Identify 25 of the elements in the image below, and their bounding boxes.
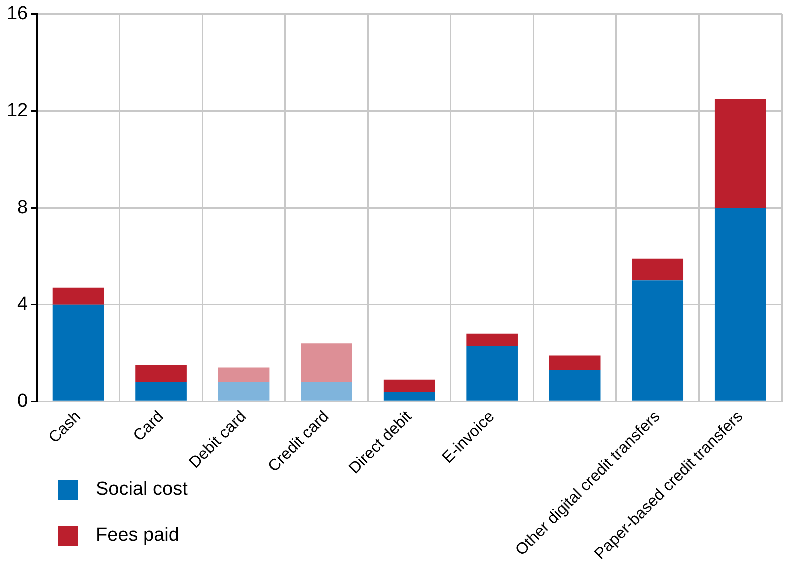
y-tick-label: 16 bbox=[6, 4, 28, 25]
bar bbox=[466, 334, 518, 346]
y-tick-label: 0 bbox=[18, 390, 28, 412]
bar bbox=[301, 382, 352, 401]
bar bbox=[632, 258, 684, 281]
bar bbox=[218, 382, 270, 401]
bar bbox=[384, 392, 436, 401]
bar bbox=[714, 208, 766, 401]
y-tick-label: 4 bbox=[18, 294, 29, 316]
bar bbox=[301, 344, 352, 382]
bar bbox=[218, 368, 270, 382]
bar bbox=[549, 356, 601, 370]
legend-label: Fees paid bbox=[96, 524, 180, 546]
bar bbox=[52, 288, 104, 305]
legend-label: Social cost bbox=[96, 478, 188, 500]
bar bbox=[632, 280, 684, 401]
bar bbox=[136, 365, 187, 382]
bar bbox=[384, 380, 436, 392]
bar bbox=[136, 382, 187, 401]
bar bbox=[466, 346, 518, 401]
bar bbox=[714, 99, 766, 208]
bar bbox=[549, 370, 601, 401]
bar bbox=[52, 304, 104, 401]
y-tick-label: 12 bbox=[6, 100, 28, 122]
y-tick-label: 8 bbox=[18, 197, 28, 218]
